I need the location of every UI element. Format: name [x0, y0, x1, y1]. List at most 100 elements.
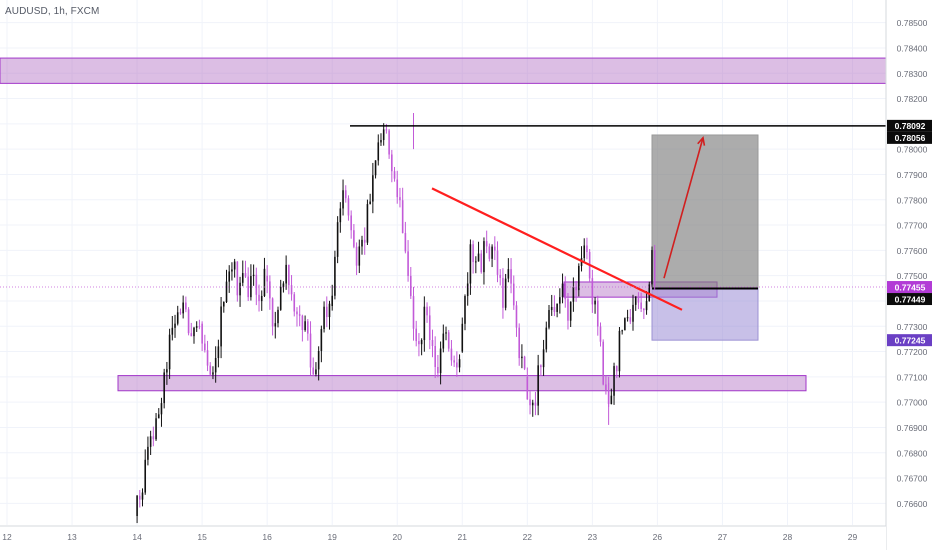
price-tick-label: 0.78200 — [897, 94, 928, 104]
candle-body — [236, 261, 239, 296]
price-tick-label: 0.78300 — [897, 69, 928, 79]
candle-body — [456, 362, 458, 368]
candle-body — [480, 253, 483, 273]
candle-body — [144, 459, 147, 493]
candle-body — [450, 348, 453, 361]
candle-body — [518, 327, 520, 359]
candle-body — [596, 300, 599, 327]
candle-body — [155, 418, 157, 440]
projection-arrow-shaft — [663, 137, 704, 279]
time-tick-label: 19 — [327, 532, 337, 542]
candle-body — [428, 315, 431, 341]
candle-body — [223, 301, 225, 307]
candle-body — [209, 365, 212, 375]
candle-body — [401, 200, 404, 234]
candle-body — [464, 296, 466, 324]
support-zone — [117, 375, 807, 392]
candle-body — [201, 323, 203, 344]
descending-trendline — [431, 187, 683, 311]
candle-body — [431, 340, 434, 346]
candle-body — [331, 295, 333, 307]
candle-body — [502, 277, 504, 308]
candle-body — [409, 275, 412, 297]
candle-body — [578, 265, 580, 291]
candle-body — [629, 317, 632, 322]
candle-body — [385, 129, 388, 131]
position-stop-area[interactable] — [651, 288, 759, 341]
price-tick-label: 0.77100 — [897, 372, 928, 382]
candle-body — [204, 343, 206, 351]
candle-body — [361, 239, 363, 247]
candle-body — [315, 369, 317, 375]
candle-body — [624, 318, 626, 331]
candle-body — [241, 273, 244, 283]
candle-body — [407, 251, 409, 276]
time-tick-label: 23 — [588, 532, 598, 542]
candle-body — [347, 198, 350, 216]
candle-body — [494, 246, 496, 251]
candle-body — [231, 269, 233, 272]
candle-body — [388, 130, 390, 155]
candle-body — [393, 171, 396, 179]
candle-body — [277, 309, 279, 324]
candle-body — [591, 278, 594, 305]
price-tag-background — [887, 281, 932, 294]
time-tick-label: 29 — [848, 532, 858, 542]
candle-body — [372, 175, 374, 202]
candle-body — [233, 261, 236, 270]
candle-body — [260, 295, 263, 302]
candle-body — [396, 179, 399, 198]
candle-body — [491, 246, 493, 259]
price-tick-label: 0.76600 — [897, 499, 928, 509]
candle-body — [174, 323, 176, 328]
candle-body — [637, 296, 640, 303]
position-target-area[interactable] — [651, 134, 759, 290]
candle-body — [160, 403, 163, 415]
candle-body — [523, 356, 526, 369]
time-tick-label: 12 — [2, 532, 12, 542]
candle-body — [477, 253, 480, 262]
candle-body — [615, 366, 618, 372]
price-tick-label: 0.77800 — [897, 195, 928, 205]
candle-body — [645, 301, 648, 311]
candle-body — [418, 341, 420, 345]
candle-body — [453, 360, 455, 363]
price-tag-label: 0.77449 — [895, 294, 926, 304]
time-tick-label: 16 — [262, 532, 272, 542]
candle-body — [618, 330, 621, 372]
candle-body — [586, 245, 588, 253]
price-tick-label: 0.76800 — [897, 448, 928, 458]
candle-body — [540, 365, 542, 368]
candle-body — [412, 296, 415, 329]
candle-body — [282, 283, 285, 287]
candle-body — [423, 306, 426, 341]
candle-body — [461, 323, 464, 352]
candle-body — [653, 250, 656, 286]
candle-body — [605, 384, 607, 391]
price-tag-label: 0.78056 — [895, 133, 926, 143]
price-tick-label: 0.78000 — [897, 145, 928, 155]
candle-body — [279, 286, 282, 310]
price-axis[interactable]: 0.785000.784000.783000.782000.781000.780… — [885, 0, 932, 550]
candle-body — [651, 250, 653, 285]
candle-body — [298, 314, 301, 316]
price-tick-label: 0.77000 — [897, 398, 928, 408]
price-tag-background — [887, 293, 932, 306]
candle-body — [472, 244, 474, 263]
time-tick-label: 21 — [458, 532, 468, 542]
candle-body — [434, 345, 436, 368]
time-tick-label: 13 — [67, 532, 77, 542]
candle-body — [496, 250, 499, 275]
candle-body — [369, 201, 371, 205]
time-axis[interactable]: 12 13 14 15 16 19 20 21 22 23 26 27 28 29 — [0, 525, 886, 550]
candle-body — [290, 285, 293, 295]
long-position-tool[interactable] — [651, 134, 759, 341]
time-axis-background — [0, 526, 886, 550]
candle-body — [512, 283, 515, 306]
candle-body — [168, 334, 171, 370]
price-tick-label: 0.78500 — [897, 18, 928, 28]
candle-body — [626, 317, 629, 319]
drawing-lines — [0, 125, 886, 311]
